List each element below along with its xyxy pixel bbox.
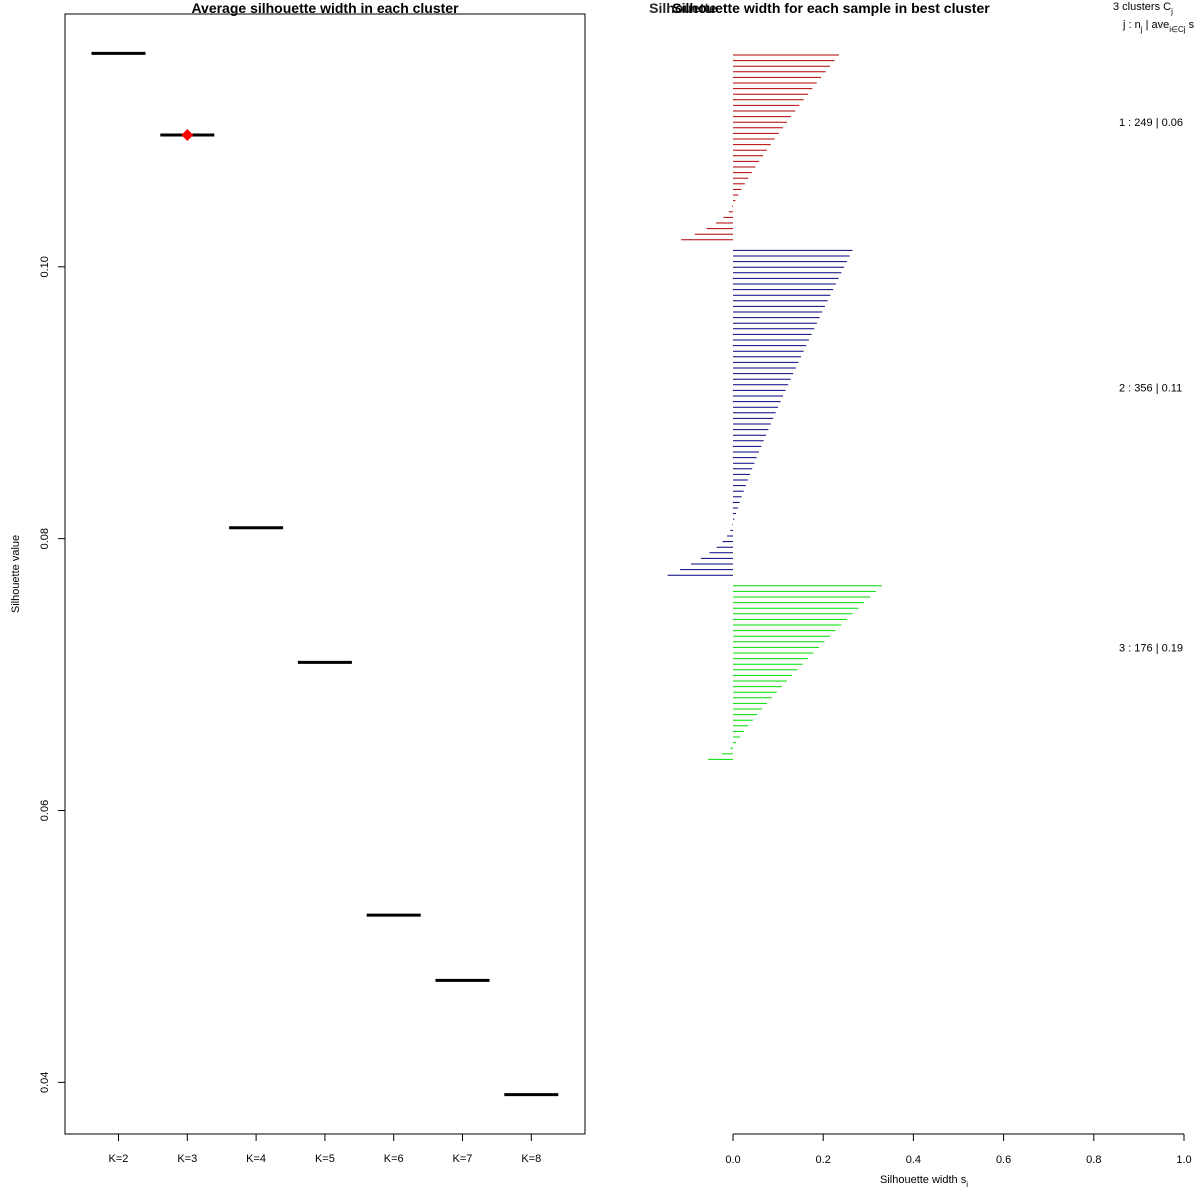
cluster-label-3: 3 : 176 | 0.19 (1119, 642, 1183, 654)
left-x-tick-label: K=3 (177, 1153, 197, 1165)
right-x-tick-label: 0.6 (996, 1154, 1011, 1166)
right-x-tick-label: 0.0 (725, 1154, 740, 1166)
left-y-tick-label: 0.06 (39, 800, 51, 821)
left-x-tick-label: K=6 (384, 1153, 404, 1165)
left-x-tick-label: K=8 (521, 1153, 541, 1165)
cluster-label-2: 2 : 356 | 0.11 (1119, 383, 1182, 395)
legend-header-line1: 3 clusters Cj (1113, 1, 1173, 16)
left-data-marks (91, 51, 559, 1097)
silhouette-bars (667, 54, 882, 760)
left-x-tick-label: K=5 (315, 1153, 335, 1165)
left-plot-frame (64, 13, 586, 1135)
cluster-labels: 1 : 249 | 0.06 2 : 356 | 0.11 3 : 176 | 0.… (1119, 117, 1183, 654)
right-panel: Silhouette width for each sample in best… (649, 0, 1194, 1189)
left-y-tick-label: 0.10 (39, 256, 51, 277)
left-y-axis-label: Silhouette value (10, 535, 22, 613)
cluster-label-1: 1 : 249 | 0.06 (1119, 117, 1183, 129)
right-x-tick-label: 0.8 (1086, 1154, 1101, 1166)
right-x-tick-label: 0.4 (906, 1154, 921, 1166)
left-x-tick-label: K=7 (453, 1153, 473, 1165)
right-chart-title: Silhouette width for each sample in best… (672, 0, 990, 16)
left-chart-title: Average silhouette width in each cluster (191, 0, 459, 16)
right-x-axis-label: Silhouette width si (880, 1174, 968, 1189)
left-y-tick-label: 0.04 (39, 1072, 51, 1093)
left-y-tick-label: 0.08 (39, 528, 51, 549)
right-x-tick-label: 0.2 (816, 1154, 831, 1166)
left-panel: Average silhouette width in each cluster… (10, 0, 586, 1165)
left-x-tick-label: K=4 (246, 1153, 266, 1165)
right-title-overlap-text: Silhouette (649, 0, 717, 16)
left-y-axis: 0.04 0.06 0.08 0.10 (39, 256, 65, 1093)
left-x-axis: K=2 K=3 K=4 K=5 K=6 K=7 K=8 (109, 1134, 541, 1165)
best-k-marker (181, 128, 194, 141)
legend-header-line2: j : nj | avei∈Cj s (1122, 19, 1195, 34)
right-x-tick-label: 1.0 (1176, 1154, 1191, 1166)
right-x-axis: 0.0 0.2 0.4 0.6 0.8 1.0 (725, 1134, 1192, 1166)
left-x-tick-label: K=2 (109, 1153, 129, 1165)
